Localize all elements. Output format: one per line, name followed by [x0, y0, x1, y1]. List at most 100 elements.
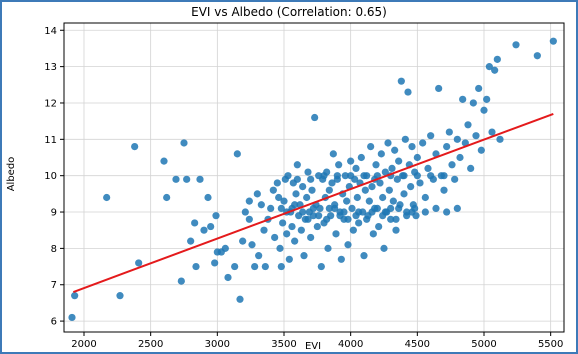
- data-point: [401, 135, 409, 143]
- data-point: [221, 244, 229, 252]
- data-point: [233, 150, 241, 158]
- data-point: [261, 262, 269, 271]
- data-point: [549, 37, 557, 45]
- data-point: [304, 168, 312, 176]
- data-point: [180, 139, 188, 147]
- data-point: [408, 143, 416, 151]
- data-point: [200, 226, 208, 234]
- data-point: [183, 175, 191, 183]
- data-point: [459, 95, 467, 103]
- data-point: [427, 172, 435, 180]
- data-point: [177, 277, 185, 285]
- x-tick-label: 3500: [271, 339, 296, 350]
- x-tick-label: 3000: [205, 339, 230, 350]
- data-point: [475, 84, 483, 93]
- data-point: [360, 252, 368, 260]
- data-point: [260, 226, 268, 234]
- x-tick-label: 2500: [138, 339, 163, 350]
- data-point: [440, 172, 448, 180]
- data-point: [211, 259, 219, 267]
- data-point: [411, 204, 419, 212]
- data-point: [315, 212, 323, 220]
- data-point: [245, 197, 253, 205]
- data-point: [293, 161, 301, 169]
- data-point: [483, 95, 491, 103]
- data-point: [255, 252, 263, 260]
- data-point: [368, 182, 376, 191]
- data-point: [365, 197, 373, 205]
- data-point: [332, 230, 340, 238]
- data-point: [379, 212, 387, 220]
- data-point: [271, 233, 279, 242]
- data-point: [421, 208, 429, 216]
- data-point: [231, 262, 239, 271]
- data-point: [376, 179, 384, 187]
- data-point: [443, 208, 451, 216]
- y-tick-label: 7: [51, 280, 57, 291]
- data-point: [404, 88, 412, 96]
- data-point: [392, 226, 400, 234]
- data-point: [273, 179, 281, 187]
- data-point: [283, 230, 291, 238]
- data-point: [253, 190, 261, 198]
- data-point: [389, 197, 397, 205]
- data-point: [472, 132, 480, 140]
- data-point: [395, 204, 403, 212]
- data-point: [275, 193, 283, 202]
- data-points: [68, 37, 557, 322]
- data-point: [288, 222, 296, 231]
- data-point: [367, 143, 375, 151]
- data-point: [303, 193, 311, 202]
- data-point: [299, 182, 307, 191]
- data-point: [172, 175, 180, 183]
- data-point: [491, 66, 499, 74]
- data-point: [400, 190, 408, 198]
- data-point: [204, 193, 212, 202]
- data-point: [393, 175, 401, 183]
- data-point: [467, 164, 475, 173]
- data-point: [71, 292, 79, 300]
- data-point: [291, 201, 299, 209]
- data-point: [323, 215, 331, 223]
- fit-line: [72, 112, 554, 293]
- data-point: [239, 237, 247, 245]
- data-point: [337, 255, 345, 263]
- data-point: [311, 113, 319, 122]
- data-point: [453, 135, 461, 143]
- data-point: [224, 273, 232, 282]
- data-point: [448, 161, 456, 169]
- data-point: [407, 182, 415, 191]
- data-point: [533, 52, 541, 60]
- data-point: [369, 230, 377, 238]
- x-axis-label: EVI: [305, 341, 321, 352]
- data-point: [317, 262, 325, 271]
- y-tick-label: 12: [44, 98, 57, 109]
- data-point: [451, 175, 459, 183]
- data-point: [328, 179, 336, 187]
- y-tick-label: 10: [44, 171, 57, 182]
- data-point: [385, 186, 393, 194]
- data-point: [284, 172, 292, 180]
- data-point: [187, 237, 195, 245]
- data-point: [325, 186, 333, 194]
- data-point: [344, 241, 352, 249]
- data-point: [285, 255, 293, 263]
- data-point: [207, 222, 215, 231]
- data-point: [304, 215, 312, 223]
- data-point: [403, 212, 411, 220]
- data-point: [485, 63, 493, 71]
- data-point: [299, 208, 307, 216]
- data-point: [384, 139, 392, 147]
- y-axis-label: Albedo: [6, 157, 17, 192]
- data-point: [329, 150, 337, 158]
- data-point: [380, 244, 388, 252]
- x-tick-label: 4000: [338, 339, 363, 350]
- data-point: [395, 157, 403, 165]
- data-point: [416, 179, 424, 187]
- data-point: [241, 208, 249, 216]
- data-point: [324, 244, 332, 252]
- x-tick-label: 2000: [71, 339, 96, 350]
- data-point: [277, 262, 285, 271]
- data-point: [135, 259, 143, 267]
